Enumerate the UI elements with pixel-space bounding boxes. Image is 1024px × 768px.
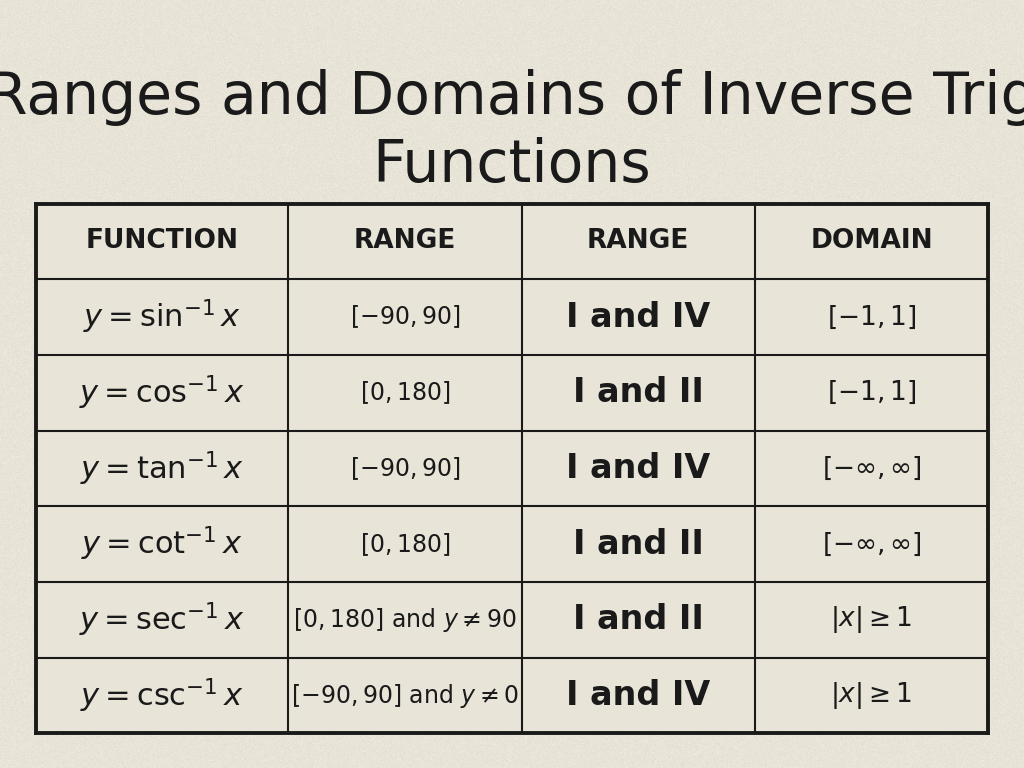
Text: RANGE: RANGE <box>353 228 456 254</box>
Text: $[0, 180]$ and $y \neq 90$: $[0, 180]$ and $y \neq 90$ <box>293 606 517 634</box>
Text: $[0, 180]$: $[0, 180]$ <box>359 379 451 406</box>
Text: $y = \cos^{-1} x$: $y = \cos^{-1} x$ <box>79 373 245 412</box>
Text: $y = \sin^{-1} x$: $y = \sin^{-1} x$ <box>83 298 241 336</box>
Text: I and II: I and II <box>572 376 703 409</box>
Text: $[-\infty, \infty]$: $[-\infty, \infty]$ <box>821 531 922 558</box>
Text: I and IV: I and IV <box>566 452 711 485</box>
Text: $[0, 180]$: $[0, 180]$ <box>359 531 451 558</box>
Text: I and IV: I and IV <box>566 679 711 712</box>
Text: $y = \cot^{-1} x$: $y = \cot^{-1} x$ <box>81 525 243 564</box>
Bar <box>36 204 988 733</box>
Text: $y = \tan^{-1} x$: $y = \tan^{-1} x$ <box>80 449 244 488</box>
Text: $[-1, 1]$: $[-1, 1]$ <box>826 303 916 330</box>
Text: DOMAIN: DOMAIN <box>810 228 933 254</box>
Text: $|x| \geq 1$: $|x| \geq 1$ <box>830 680 912 711</box>
Text: Ranges and Domains of Inverse Trig
Functions: Ranges and Domains of Inverse Trig Funct… <box>0 69 1024 194</box>
Text: RANGE: RANGE <box>587 228 689 254</box>
Text: $[-90, 90]$: $[-90, 90]$ <box>349 455 460 482</box>
Text: $y = \csc^{-1} x$: $y = \csc^{-1} x$ <box>80 677 244 715</box>
Text: I and II: I and II <box>572 528 703 561</box>
Text: FUNCTION: FUNCTION <box>86 228 239 254</box>
Text: $y = \sec^{-1} x$: $y = \sec^{-1} x$ <box>79 601 245 639</box>
Text: $[-1, 1]$: $[-1, 1]$ <box>826 379 916 406</box>
Text: I and IV: I and IV <box>566 300 711 333</box>
Text: I and II: I and II <box>572 604 703 637</box>
Text: $[-90, 90]$: $[-90, 90]$ <box>349 303 460 330</box>
Text: $[-90, 90]$ and $y \neq 0$: $[-90, 90]$ and $y \neq 0$ <box>291 681 519 710</box>
Text: $[-\infty, \infty]$: $[-\infty, \infty]$ <box>821 455 922 482</box>
Text: $|x| \geq 1$: $|x| \geq 1$ <box>830 604 912 635</box>
